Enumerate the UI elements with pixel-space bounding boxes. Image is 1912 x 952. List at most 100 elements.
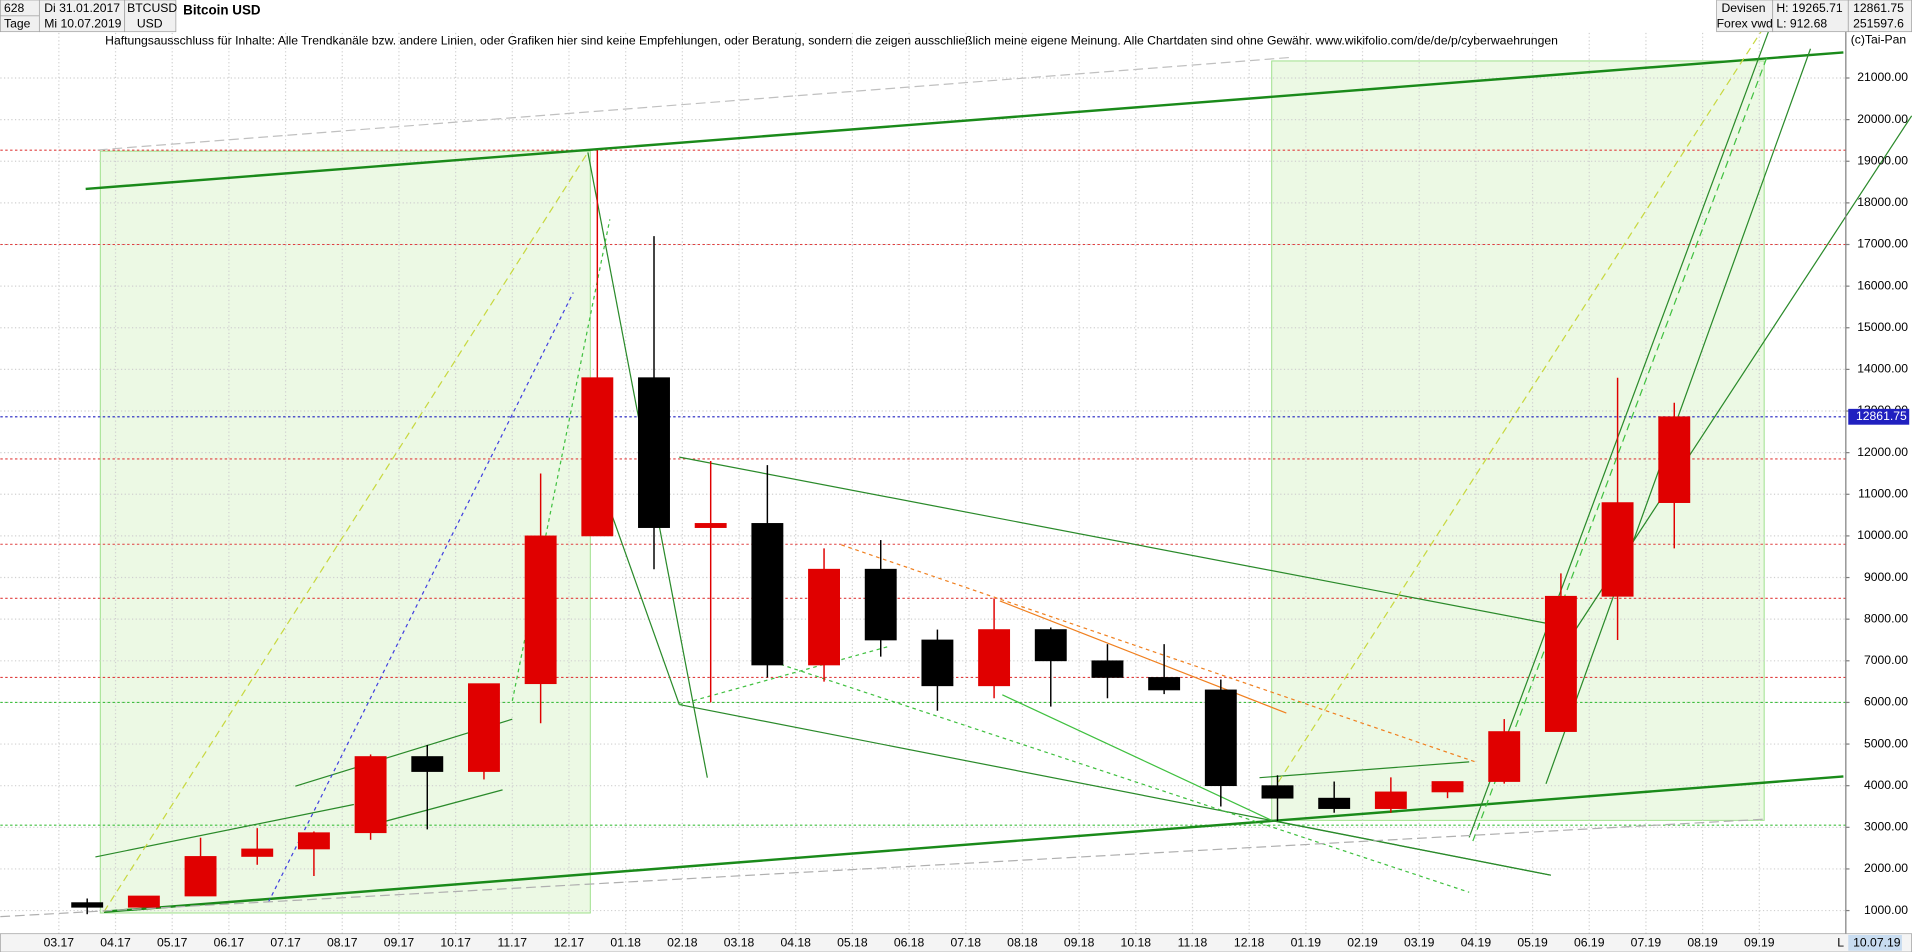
y-tick-label: 15000.00 [1857,320,1908,334]
y-tick-label: 20000.00 [1857,112,1908,126]
candles [71,150,1691,915]
candle-body [1601,502,1634,597]
chart-title: Bitcoin USD [183,3,261,18]
x-tick-label: 04.17 [100,936,131,950]
end-date: Mi 10.07.2019 [44,17,121,31]
candle-body [297,832,330,850]
x-tick-label: 04.19 [1461,936,1492,950]
x-tick-label: 02.18 [667,936,698,950]
x-tick-label: 11.17 [498,936,528,950]
x-end-box [1848,934,1902,951]
candle-body [127,895,160,908]
trend-line [97,56,1293,151]
x-tick-label: 10.18 [1121,936,1152,950]
x-tick-label: 05.19 [1517,936,1548,950]
x-tick-label: 09.18 [1064,936,1095,950]
y-tick-label: 18000.00 [1857,195,1908,209]
header-box [1772,0,1849,33]
candle-body [1431,781,1464,793]
count: 628 [4,1,25,15]
x-tick-label: 03.19 [1404,936,1435,950]
candle-body [864,568,897,641]
copyright: (c)Tai-Pan [1851,32,1906,46]
candle-body [241,848,274,857]
candle-body [1204,689,1237,787]
y-tick-label: 16000.00 [1857,278,1908,292]
y-tick-label: 12000.00 [1857,445,1908,459]
x-tick-label: 12.18 [1234,936,1265,950]
header-box [38,0,126,33]
x-tick-label: 03.18 [724,936,755,950]
candle-body [808,568,841,666]
subtitle: Haftungsausschluss für Inhalte: Alle Tre… [105,34,1558,48]
x-tick-label: 06.18 [894,936,925,950]
currency: USD [137,17,163,31]
candle-body [524,535,557,685]
trend-line [1002,694,1272,821]
candle-body [1488,731,1521,782]
candle-body [1148,677,1181,691]
trend-line [1259,761,1470,779]
candle-body [184,856,217,897]
trend-line [999,600,1287,714]
last: 12861.75 [1853,1,1904,15]
x-tick-label: 11.18 [1178,936,1208,950]
header-box [1847,0,1912,33]
x-tick-label: 09.17 [384,936,415,950]
y-tick-label: 11000.00 [1858,487,1908,501]
x-tick-label: 04.18 [780,936,811,950]
y-tick-label: 1000.00 [1864,903,1908,917]
trend-line [1468,26,1771,838]
y-tick-label: 6000.00 [1864,695,1908,709]
x-tick-label: 06.19 [1574,936,1605,950]
candle-body [751,523,784,666]
source: Forex vwd [1717,17,1773,31]
candle-body [581,377,614,537]
y-tick-label: 2000.00 [1864,861,1908,875]
x-tick-label: 10.17 [440,936,471,950]
x-tick-label: 03.17 [44,936,75,950]
price-marker-box [1848,408,1910,425]
x-tick-label: 07.17 [270,936,301,950]
x-tick-label: 09.19 [1744,936,1775,950]
y-tick-label: 9000.00 [1864,570,1908,584]
start-date: Di 31.01.2017 [44,1,120,15]
candle-body [1261,785,1294,799]
x-tick-label: 02.19 [1347,936,1378,950]
high: H: 19265.71 [1776,1,1843,15]
trend-lines [0,26,1912,918]
y-tick-label: 4000.00 [1864,778,1908,792]
x-tick-label: 05.18 [837,936,868,950]
trend-line [841,544,1476,763]
y-tick-label: 21000.00 [1857,70,1908,84]
symbol: BTCUSD [127,1,177,15]
x-tick-label: 08.19 [1687,936,1718,950]
header-box [1716,0,1774,33]
candle-body [1318,797,1351,809]
x-tick-label: 08.18 [1007,936,1038,950]
y-tick-label: 19000.00 [1857,153,1908,167]
trend-line [95,803,354,858]
trend-line [85,51,1844,191]
x-tick-label: 07.19 [1631,936,1662,950]
scale-button[interactable]: L [1837,936,1844,950]
y-tick-label: 7000.00 [1864,653,1908,667]
x-tick-label: 07.18 [951,936,982,950]
trend-line [1271,26,1765,793]
y-tick-label: 17000.00 [1857,237,1908,251]
trend-line [0,818,1766,918]
candle-body [1658,416,1691,503]
candle-body [354,756,387,834]
candle-body [71,902,104,908]
header-box [124,0,177,33]
x-end-label: 10.07.19 [1853,936,1901,950]
y-tick-label: 10000.00 [1857,528,1908,542]
candle-body [638,377,670,528]
trend-line [1271,819,1551,876]
low: L: 912.68 [1776,17,1827,31]
period[interactable]: Tage [4,17,31,31]
levels [0,149,1846,826]
y-tick-label: 8000.00 [1864,611,1908,625]
